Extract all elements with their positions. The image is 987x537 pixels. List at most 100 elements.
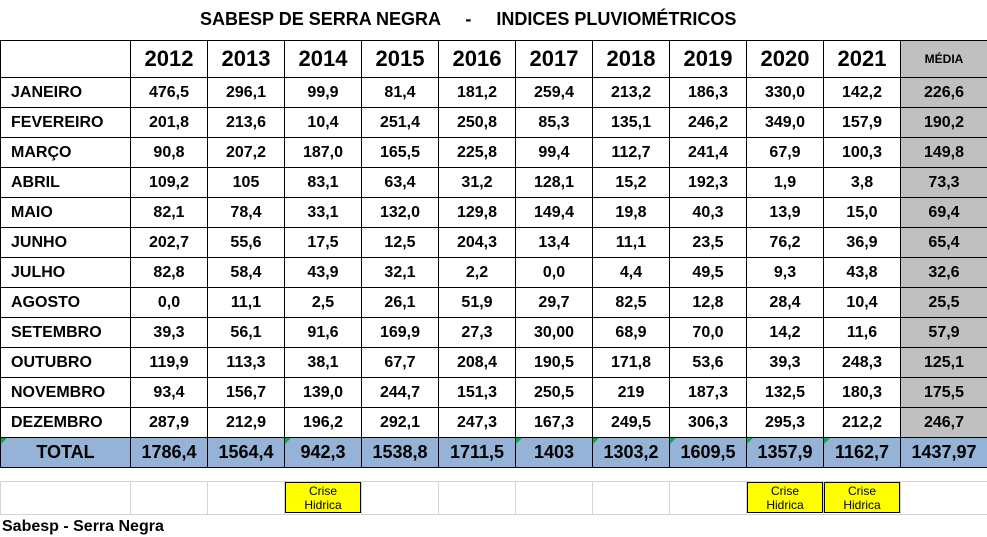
total-cell[interactable]: 1162,7 bbox=[823, 437, 901, 468]
rainfall-cell[interactable]: 213,6 bbox=[207, 107, 285, 138]
month-label[interactable]: JULHO bbox=[0, 257, 131, 288]
month-label[interactable]: OUTUBRO bbox=[0, 347, 131, 378]
empty-cell[interactable] bbox=[669, 481, 747, 515]
rainfall-cell[interactable]: 43,9 bbox=[284, 257, 362, 288]
empty-cell[interactable] bbox=[592, 481, 670, 515]
rainfall-cell[interactable]: 58,4 bbox=[207, 257, 285, 288]
average-cell[interactable]: 69,4 bbox=[900, 197, 987, 228]
empty-cell[interactable] bbox=[515, 481, 593, 515]
rainfall-cell[interactable]: 100,3 bbox=[823, 137, 901, 168]
note-cell-2021[interactable]: Crise Hidrica bbox=[823, 481, 901, 515]
rainfall-cell[interactable]: 187,3 bbox=[669, 377, 747, 408]
rainfall-cell[interactable]: 82,1 bbox=[130, 197, 208, 228]
rainfall-cell[interactable]: 181,2 bbox=[438, 77, 516, 108]
rainfall-cell[interactable]: 157,9 bbox=[823, 107, 901, 138]
rainfall-cell[interactable]: 225,8 bbox=[438, 137, 516, 168]
rainfall-cell[interactable]: 190,5 bbox=[515, 347, 593, 378]
average-cell[interactable]: 25,5 bbox=[900, 287, 987, 318]
rainfall-cell[interactable]: 40,3 bbox=[669, 197, 747, 228]
header-corner-cell[interactable] bbox=[0, 40, 131, 78]
rainfall-cell[interactable]: 241,4 bbox=[669, 137, 747, 168]
rainfall-cell[interactable]: 259,4 bbox=[515, 77, 593, 108]
rainfall-cell[interactable]: 13,9 bbox=[746, 197, 824, 228]
rainfall-cell[interactable]: 187,0 bbox=[284, 137, 362, 168]
total-label[interactable]: TOTAL bbox=[0, 437, 131, 468]
rainfall-cell[interactable]: 295,3 bbox=[746, 407, 824, 438]
rainfall-cell[interactable]: 244,7 bbox=[361, 377, 439, 408]
rainfall-cell[interactable]: 132,5 bbox=[746, 377, 824, 408]
rainfall-cell[interactable]: 151,3 bbox=[438, 377, 516, 408]
rainfall-cell[interactable]: 186,3 bbox=[669, 77, 747, 108]
rainfall-cell[interactable]: 248,3 bbox=[823, 347, 901, 378]
rainfall-cell[interactable]: 70,0 bbox=[669, 317, 747, 348]
average-cell[interactable]: 73,3 bbox=[900, 167, 987, 198]
rainfall-cell[interactable]: 128,1 bbox=[515, 167, 593, 198]
rainfall-cell[interactable]: 330,0 bbox=[746, 77, 824, 108]
total-cell[interactable]: 1357,9 bbox=[746, 437, 824, 468]
rainfall-cell[interactable]: 76,2 bbox=[746, 227, 824, 258]
average-cell[interactable]: 65,4 bbox=[900, 227, 987, 258]
rainfall-cell[interactable]: 36,9 bbox=[823, 227, 901, 258]
rainfall-cell[interactable]: 10,4 bbox=[284, 107, 362, 138]
total-cell[interactable]: 1786,4 bbox=[130, 437, 208, 468]
rainfall-cell[interactable]: 14,2 bbox=[746, 317, 824, 348]
total-cell[interactable]: 1303,2 bbox=[592, 437, 670, 468]
note-cell-2020[interactable]: Crise Hidrica bbox=[746, 481, 824, 515]
rainfall-cell[interactable]: 251,4 bbox=[361, 107, 439, 138]
rainfall-cell[interactable]: 11,1 bbox=[207, 287, 285, 318]
year-header[interactable]: 2019 bbox=[669, 40, 747, 78]
month-label[interactable]: MARÇO bbox=[0, 137, 131, 168]
rainfall-cell[interactable]: 296,1 bbox=[207, 77, 285, 108]
rainfall-cell[interactable]: 149,4 bbox=[515, 197, 593, 228]
empty-cell[interactable] bbox=[207, 481, 285, 515]
rainfall-cell[interactable]: 119,9 bbox=[130, 347, 208, 378]
rainfall-cell[interactable]: 250,8 bbox=[438, 107, 516, 138]
rainfall-cell[interactable]: 132,0 bbox=[361, 197, 439, 228]
rainfall-cell[interactable]: 90,8 bbox=[130, 137, 208, 168]
rainfall-cell[interactable]: 180,3 bbox=[823, 377, 901, 408]
rainfall-cell[interactable]: 55,6 bbox=[207, 227, 285, 258]
rainfall-cell[interactable]: 81,4 bbox=[361, 77, 439, 108]
total-cell[interactable]: 942,3 bbox=[284, 437, 362, 468]
rainfall-cell[interactable]: 9,3 bbox=[746, 257, 824, 288]
rainfall-cell[interactable]: 202,7 bbox=[130, 227, 208, 258]
rainfall-cell[interactable]: 82,5 bbox=[592, 287, 670, 318]
month-label[interactable]: JANEIRO bbox=[0, 77, 131, 108]
rainfall-cell[interactable]: 105 bbox=[207, 167, 285, 198]
rainfall-cell[interactable]: 3,8 bbox=[823, 167, 901, 198]
month-label[interactable]: JUNHO bbox=[0, 227, 131, 258]
rainfall-cell[interactable]: 349,0 bbox=[746, 107, 824, 138]
rainfall-cell[interactable]: 11,1 bbox=[592, 227, 670, 258]
rainfall-cell[interactable]: 204,3 bbox=[438, 227, 516, 258]
rainfall-cell[interactable]: 2,5 bbox=[284, 287, 362, 318]
rainfall-cell[interactable]: 85,3 bbox=[515, 107, 593, 138]
rainfall-cell[interactable]: 93,4 bbox=[130, 377, 208, 408]
rainfall-cell[interactable]: 196,2 bbox=[284, 407, 362, 438]
rainfall-cell[interactable]: 292,1 bbox=[361, 407, 439, 438]
rainfall-cell[interactable]: 39,3 bbox=[130, 317, 208, 348]
year-header[interactable]: 2021 bbox=[823, 40, 901, 78]
rainfall-cell[interactable]: 250,5 bbox=[515, 377, 593, 408]
rainfall-cell[interactable]: 156,7 bbox=[207, 377, 285, 408]
total-cell[interactable]: 1538,8 bbox=[361, 437, 439, 468]
rainfall-cell[interactable]: 27,3 bbox=[438, 317, 516, 348]
rainfall-cell[interactable]: 67,7 bbox=[361, 347, 439, 378]
rainfall-cell[interactable]: 212,2 bbox=[823, 407, 901, 438]
rainfall-cell[interactable]: 287,9 bbox=[130, 407, 208, 438]
rainfall-cell[interactable]: 68,9 bbox=[592, 317, 670, 348]
average-header[interactable]: MÉDIA bbox=[900, 40, 987, 78]
rainfall-cell[interactable]: 112,7 bbox=[592, 137, 670, 168]
rainfall-cell[interactable]: 249,5 bbox=[592, 407, 670, 438]
average-cell[interactable]: 149,8 bbox=[900, 137, 987, 168]
rainfall-cell[interactable]: 171,8 bbox=[592, 347, 670, 378]
rainfall-cell[interactable]: 1,9 bbox=[746, 167, 824, 198]
year-header[interactable]: 2016 bbox=[438, 40, 516, 78]
month-label[interactable]: ABRIL bbox=[0, 167, 131, 198]
rainfall-cell[interactable]: 31,2 bbox=[438, 167, 516, 198]
year-header[interactable]: 2012 bbox=[130, 40, 208, 78]
rainfall-cell[interactable]: 169,9 bbox=[361, 317, 439, 348]
rainfall-cell[interactable]: 4,4 bbox=[592, 257, 670, 288]
rainfall-cell[interactable]: 67,9 bbox=[746, 137, 824, 168]
rainfall-cell[interactable]: 99,4 bbox=[515, 137, 593, 168]
rainfall-cell[interactable]: 78,4 bbox=[207, 197, 285, 228]
